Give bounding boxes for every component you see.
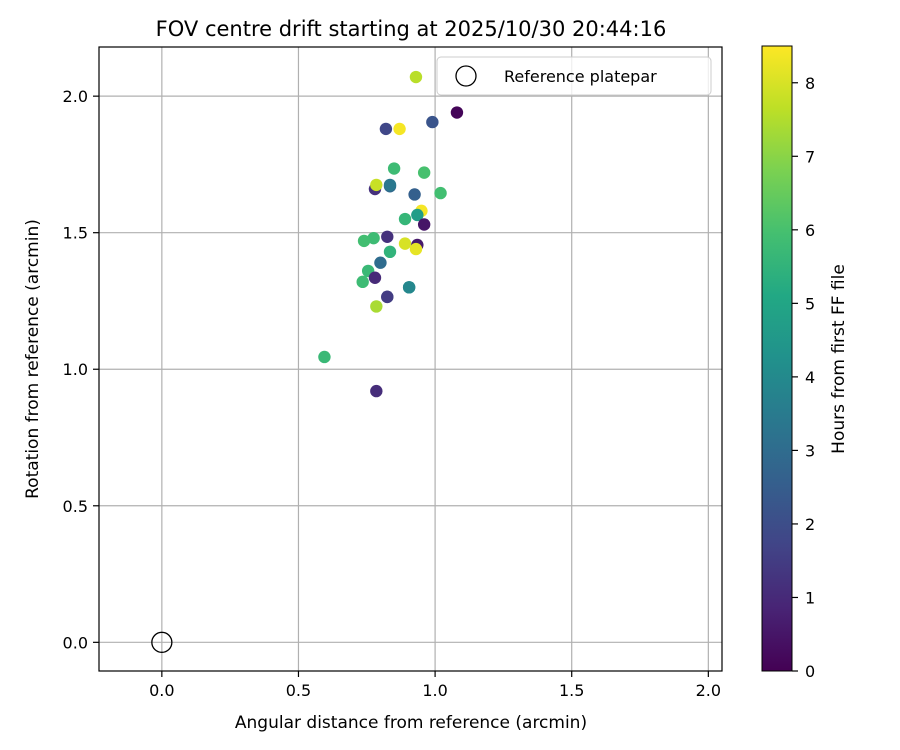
colorbar-ticks: 0 1 2 3 4 5 6 7 8 <box>792 74 815 681</box>
data-point <box>357 234 371 248</box>
data-point <box>383 245 397 259</box>
y-tick-label: 0.5 <box>63 497 88 516</box>
data-point <box>398 212 412 226</box>
grid-lines <box>99 47 722 671</box>
colorbar-gradient <box>761 45 793 672</box>
data-point <box>426 115 439 129</box>
legend-box <box>436 56 712 96</box>
data-point <box>417 166 431 179</box>
data-point <box>318 350 331 364</box>
y-tick-label: 1.0 <box>63 360 88 379</box>
x-tick-label: 1.0 <box>422 681 447 700</box>
data-point <box>409 70 423 84</box>
colorbar-tick-label: 0 <box>805 662 815 681</box>
colorbar-tick-label: 8 <box>805 74 815 93</box>
data-point <box>387 162 401 175</box>
data-point <box>370 384 383 398</box>
x-tick-label: 1.5 <box>559 681 584 700</box>
data-point <box>409 242 423 256</box>
y-tick-label: 1.5 <box>63 224 88 243</box>
colorbar: 0 1 2 3 4 5 6 7 8 Hours from first FF file <box>761 45 849 681</box>
plot-frame <box>98 46 723 672</box>
data-point <box>370 178 383 192</box>
legend: Reference platepar <box>436 56 712 96</box>
data-point <box>374 256 387 269</box>
data-points <box>318 70 464 398</box>
colorbar-label: Hours from first FF file <box>829 264 849 454</box>
data-point <box>383 178 397 192</box>
y-tick-label: 2.0 <box>63 87 88 106</box>
legend-reference-marker <box>455 65 477 87</box>
y-tick-label: 0.0 <box>63 633 88 652</box>
colorbar-tick-label: 6 <box>805 221 815 240</box>
x-tick-label: 0.5 <box>286 681 311 700</box>
colorbar-tick-label: 2 <box>805 515 815 534</box>
data-point <box>381 290 394 304</box>
data-point <box>398 237 412 250</box>
data-point <box>402 281 416 294</box>
data-point <box>381 230 394 243</box>
x-axis-label: Angular distance from reference (arcmin) <box>235 713 587 733</box>
colorbar-tick-label: 5 <box>805 294 815 313</box>
legend-entry-reference: Reference platepar <box>504 67 657 86</box>
data-point <box>367 231 380 245</box>
data-point <box>393 122 406 136</box>
x-ticks: 0.0 0.5 1.0 1.5 2.0 <box>149 671 721 700</box>
colorbar-tick-label: 4 <box>805 368 815 387</box>
colorbar-tick-label: 3 <box>805 441 815 460</box>
data-point <box>417 218 431 231</box>
colorbar-tick-label: 7 <box>805 147 815 166</box>
reference-platepar-point <box>151 631 173 653</box>
colorbar-tick-label: 1 <box>805 588 815 607</box>
data-point <box>379 122 393 136</box>
data-point <box>368 271 382 284</box>
data-point <box>356 275 369 289</box>
x-tick-label: 2.0 <box>696 681 721 700</box>
data-point <box>411 208 424 222</box>
data-point <box>434 186 447 200</box>
reference-marker <box>151 631 173 653</box>
data-point <box>450 106 464 119</box>
data-point <box>370 300 383 313</box>
chart-title: FOV centre drift starting at 2025/10/30 … <box>156 17 667 41</box>
y-ticks: 0.0 0.5 1.0 1.5 2.0 <box>63 87 99 652</box>
data-point <box>408 188 421 201</box>
y-axis-label: Rotation from reference (arcmin) <box>23 219 43 499</box>
x-tick-label: 0.0 <box>149 681 174 700</box>
